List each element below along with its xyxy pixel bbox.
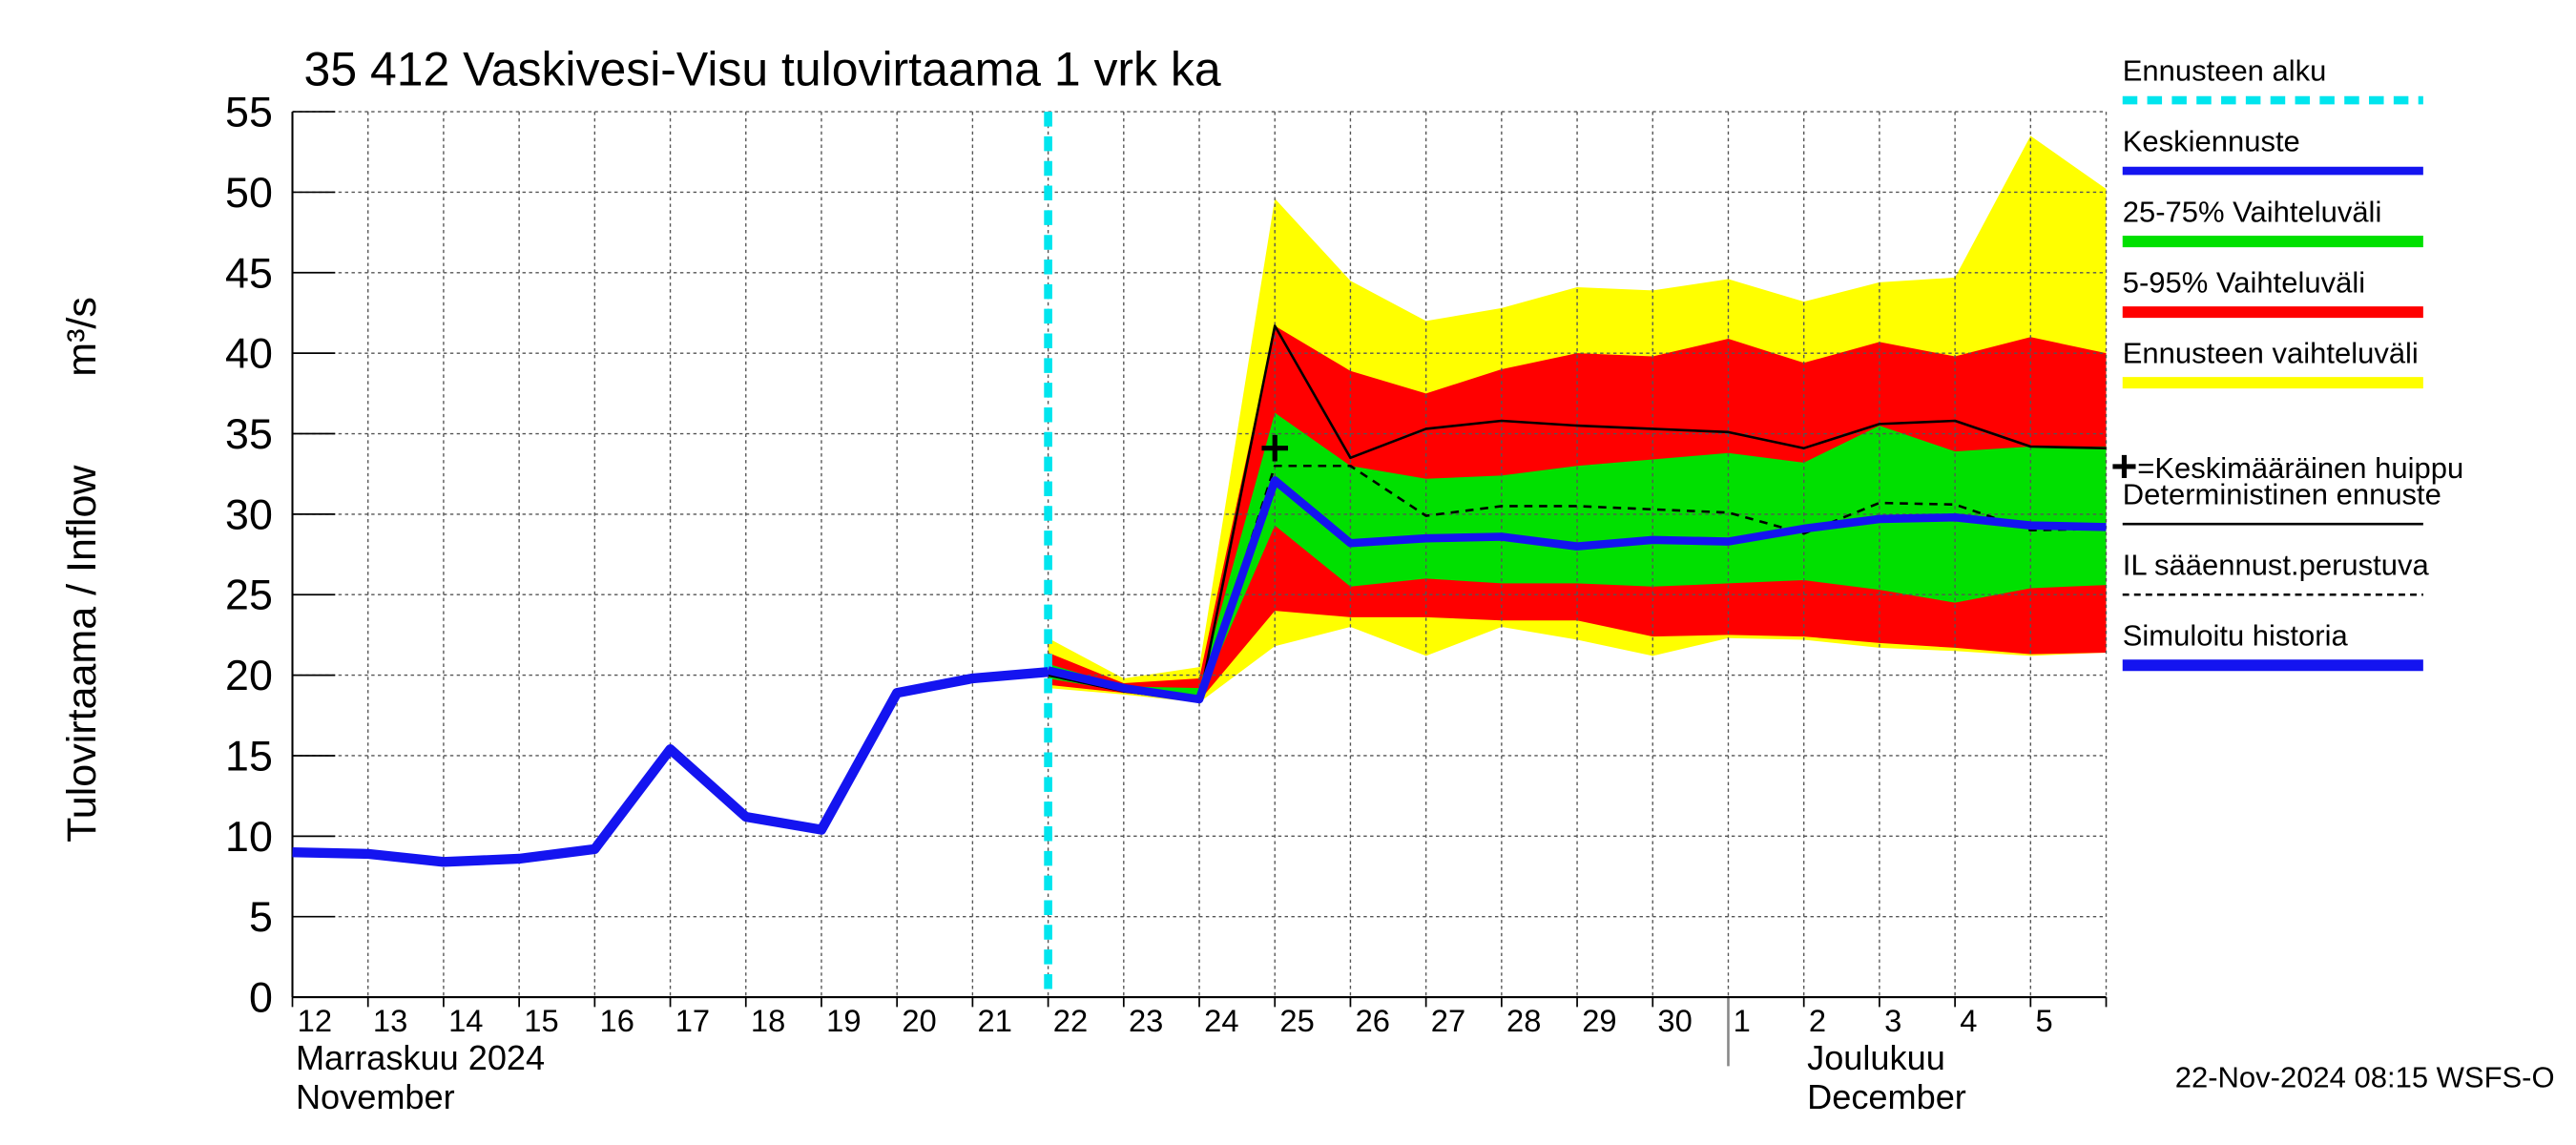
legend-label: Deterministinen ennuste [2123,478,2441,511]
series-line [1048,324,2107,702]
y-tick-label: 10 [225,813,273,861]
legend-label: =Keskimääräinen huippu [2137,451,2463,485]
x-tick-label: 20 [902,1003,936,1038]
y-tick-label: 5 [249,893,273,941]
y-tick-label: 15 [225,732,273,780]
x-tick-label: 19 [826,1003,861,1038]
x-tick-label: 18 [751,1003,785,1038]
peak-marker [1261,434,1288,462]
band [1048,412,2107,699]
y-tick-label: 55 [225,89,273,136]
y-axis-label: Tulovirtaama / Inflow [59,465,105,843]
x-tick-label: 21 [978,1003,1012,1038]
y-tick-label: 25 [225,572,273,619]
x-tick-label: 27 [1431,1003,1465,1038]
x-tick-label: 14 [448,1003,483,1038]
x-tick-label: 28 [1506,1003,1541,1038]
legend-label: Simuloitu historia [2123,619,2349,653]
x-tick-label: 23 [1129,1003,1163,1038]
y-tick-label: 35 [225,410,273,458]
y-tick-label: 20 [225,652,273,699]
month-label: November [296,1077,455,1116]
timestamp: 22-Nov-2024 08:15 WSFS-O [2175,1061,2555,1094]
series-line [292,667,1049,867]
month-label: Joulukuu [1807,1038,1945,1077]
month-label: Marraskuu 2024 [296,1038,545,1077]
y-tick-label: 0 [249,974,273,1022]
y-tick-label: 40 [225,330,273,378]
x-tick-label: 16 [600,1003,634,1038]
x-tick-label: 1 [1734,1003,1751,1038]
x-tick-label: 24 [1204,1003,1238,1038]
month-label: December [1807,1077,1966,1116]
x-tick-label: 13 [373,1003,407,1038]
x-tick-label: 30 [1657,1003,1692,1038]
y-axis-unit: m³/s [59,297,105,377]
x-tick-label: 5 [2035,1003,2052,1038]
legend-label: Ennusteen alku [2123,53,2327,87]
x-tick-label: 12 [298,1003,332,1038]
legend-label: Ennusteen vaihteluväli [2123,336,2419,369]
x-tick-label: 2 [1809,1003,1826,1038]
x-tick-label: 25 [1279,1003,1314,1038]
y-tick-label: 45 [225,249,273,297]
x-tick-label: 15 [524,1003,558,1038]
x-tick-label: 17 [675,1003,710,1038]
x-tick-label: 29 [1582,1003,1616,1038]
x-tick-label: 26 [1356,1003,1390,1038]
series-line [1048,464,2107,702]
legend-label: Keskiennuste [2123,124,2300,157]
y-tick-label: 30 [225,490,273,538]
legend-label: 25-75% Vaihteluväli [2123,195,2382,228]
legend-label: IL sääennust.perustuva [2123,549,2430,582]
x-tick-label: 22 [1053,1003,1088,1038]
legend-marker [2112,454,2136,479]
y-tick-label: 50 [225,169,273,217]
series-line [1047,476,2107,704]
legend-label: 5-95% Vaihteluväli [2123,265,2365,299]
chart-title: 35 412 Vaskivesi-Visu tulovirtaama 1 vrk… [304,43,1221,96]
x-tick-label: 4 [1960,1003,1977,1038]
x-tick-label: 3 [1884,1003,1901,1038]
